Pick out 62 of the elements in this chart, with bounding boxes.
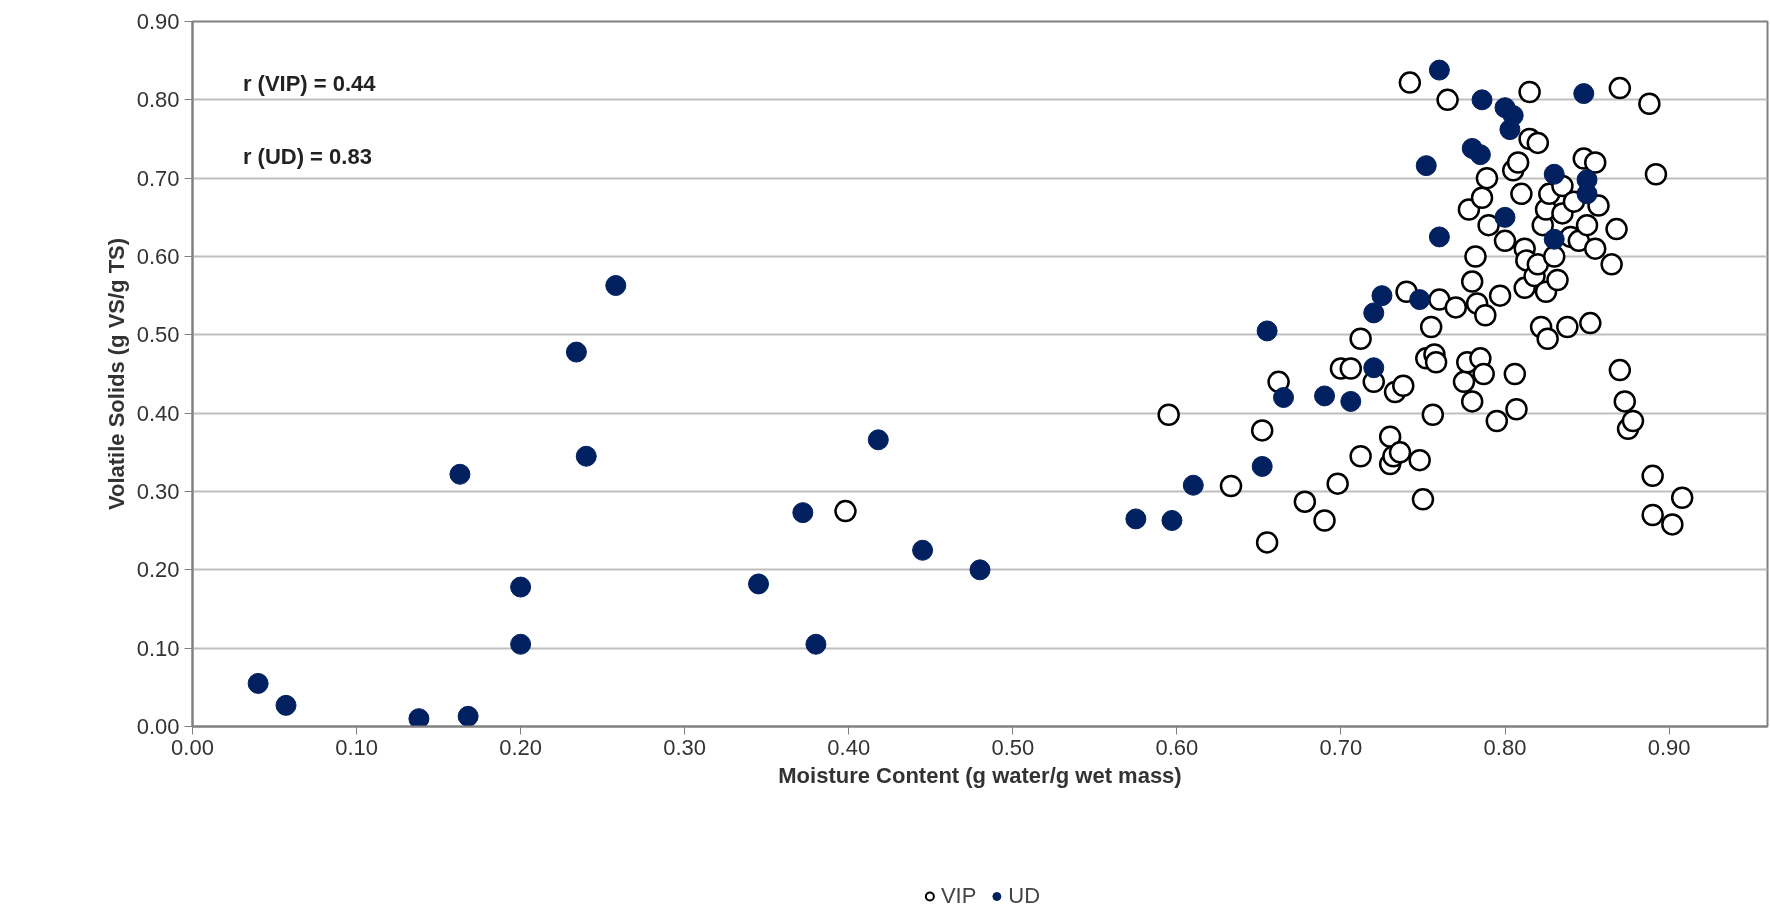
point xyxy=(1469,144,1491,166)
point xyxy=(247,672,269,694)
point xyxy=(1428,59,1450,81)
legend-label: UD xyxy=(1008,883,1041,909)
point xyxy=(457,705,479,727)
point xyxy=(408,708,430,727)
x-tick-label: 0.90 xyxy=(1647,734,1691,760)
y-tick-label: 0.90 xyxy=(136,9,180,34)
y-tick-label: 0.10 xyxy=(136,635,180,661)
y-tick-label: 0.80 xyxy=(136,87,180,113)
annotation: r (VIP) = 0.44 xyxy=(242,71,377,97)
y-tick-label: 0.50 xyxy=(136,322,180,348)
y-tick-label: 0.40 xyxy=(136,400,180,426)
point xyxy=(1363,302,1385,324)
point xyxy=(1314,385,1336,407)
point xyxy=(605,275,627,296)
x-tick-label: 0.50 xyxy=(991,734,1035,760)
point xyxy=(1471,89,1493,111)
point xyxy=(805,633,827,655)
point xyxy=(792,502,814,524)
point xyxy=(1409,289,1431,311)
x-tick-label: 0.80 xyxy=(1483,734,1527,760)
point xyxy=(1273,387,1295,408)
point xyxy=(969,559,991,581)
point xyxy=(1415,155,1437,177)
point xyxy=(510,633,532,655)
x-tick-label: 0.40 xyxy=(827,734,871,760)
point xyxy=(1494,206,1516,228)
x-tick-label: 0.60 xyxy=(1155,734,1199,760)
point xyxy=(867,429,889,451)
y-tick-label: 0.60 xyxy=(136,244,180,269)
y-tick-label: 0.30 xyxy=(136,479,180,504)
point xyxy=(510,576,532,598)
point xyxy=(1371,285,1393,307)
x-tick-label: 0.10 xyxy=(335,734,378,760)
point xyxy=(1543,163,1565,185)
point xyxy=(565,341,587,363)
annotation: r (UD) = 0.83 xyxy=(242,143,372,169)
y-axis-title: Volatile Solids (g VS/g TS) xyxy=(103,237,129,511)
point xyxy=(1543,228,1565,250)
x-axis-title: Moisture Content (g water/g wet mass) xyxy=(778,762,1182,788)
point xyxy=(1428,226,1450,248)
point xyxy=(575,445,597,467)
point xyxy=(1363,357,1385,379)
point xyxy=(1340,390,1362,412)
point xyxy=(912,539,934,561)
point xyxy=(1256,320,1278,342)
point xyxy=(1502,105,1524,126)
point xyxy=(275,694,297,716)
point xyxy=(1182,474,1204,496)
point xyxy=(1125,508,1147,530)
legend-label: VIP xyxy=(940,883,977,909)
x-tick-label: 0.20 xyxy=(499,734,543,760)
point xyxy=(449,463,471,485)
x-tick-label: 0.70 xyxy=(1319,734,1363,760)
point xyxy=(1251,455,1273,477)
x-tick-label: 0.30 xyxy=(663,734,707,760)
point xyxy=(1161,510,1183,531)
point xyxy=(748,573,770,595)
y-tick-label: 0.20 xyxy=(136,557,180,583)
point xyxy=(1573,83,1595,105)
y-tick-label: 0.70 xyxy=(136,165,180,191)
